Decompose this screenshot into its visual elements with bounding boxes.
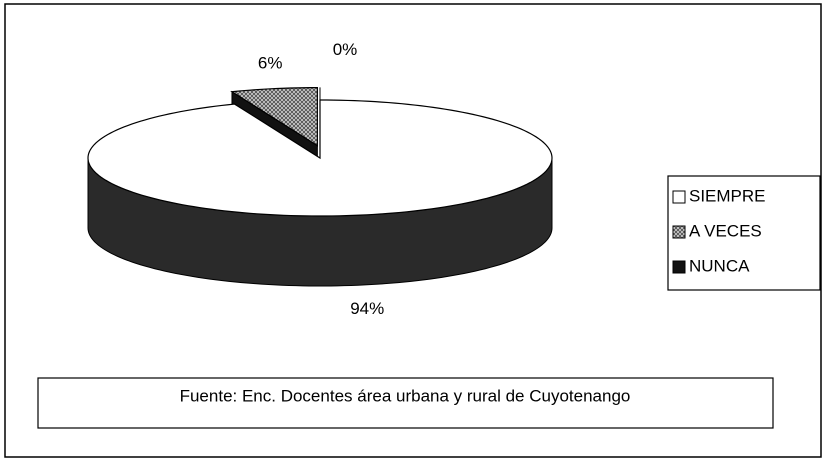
source-note: Fuente: Enc. Docentes área urbana y rura… bbox=[180, 386, 631, 405]
legend-label: A VECES bbox=[689, 221, 762, 240]
legend-label: NUNCA bbox=[689, 256, 750, 275]
legend: SIEMPRE A VECES NUNCA bbox=[672, 186, 766, 275]
legend-label: SIEMPRE bbox=[689, 186, 766, 205]
data-label: 0% bbox=[333, 40, 358, 59]
data-label: 94% bbox=[350, 299, 384, 318]
source-box bbox=[37, 377, 774, 429]
legend-swatch bbox=[672, 190, 686, 204]
legend-box bbox=[667, 175, 821, 291]
pie-slice bbox=[230, 87, 318, 147]
legend-swatch bbox=[672, 225, 686, 239]
pie: 94% 6% 0% bbox=[87, 40, 553, 318]
data-label: 6% bbox=[258, 54, 283, 73]
legend-swatch bbox=[672, 260, 686, 274]
